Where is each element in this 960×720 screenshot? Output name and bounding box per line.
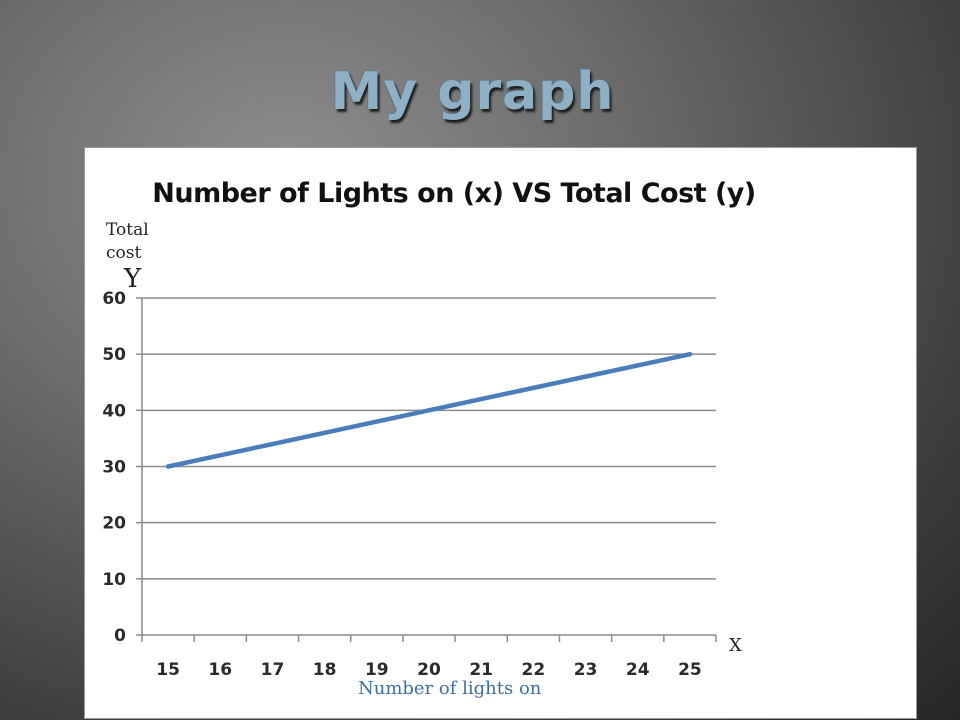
x-tick-label: 16 (208, 660, 232, 680)
grid-lines (142, 297, 716, 580)
x-tick-label: 20 (417, 660, 441, 680)
data-point (478, 396, 484, 402)
chart-panel (84, 147, 917, 719)
x-tick-label: 18 (313, 660, 337, 680)
data-point (374, 419, 380, 424)
data-point (218, 453, 223, 458)
x-tick-label: 21 (469, 660, 493, 680)
data-point (270, 441, 275, 447)
slide-title: My graph (330, 62, 615, 122)
y-tick-label: 40 (102, 401, 126, 421)
x-tick-label: 23 (574, 660, 598, 680)
data-point (322, 430, 327, 435)
y-tick-label: 50 (102, 345, 126, 365)
data-point (687, 351, 693, 357)
y-tick-label: 30 (102, 458, 126, 478)
series-layer (165, 351, 693, 469)
data-point (165, 464, 171, 469)
x-tick-label: 15 (156, 660, 180, 680)
x-tick-label: 22 (522, 660, 546, 680)
x-tick-label: 25 (678, 660, 702, 680)
x-tick-label: 19 (365, 660, 389, 680)
y-tick-label: 60 (102, 289, 126, 309)
x-tick-label: 17 (261, 660, 285, 680)
chart-title: Number of Lights on (x) VS Total Cost (y… (152, 178, 756, 209)
y-axis-letter: Y (124, 264, 142, 294)
data-point (426, 408, 432, 413)
x-axis-letter: X (729, 635, 742, 656)
x-axis-caption: Number of lights on (358, 678, 542, 699)
y-tick-label: 20 (102, 514, 126, 534)
data-point (531, 385, 536, 391)
x-tick-label: 24 (626, 660, 650, 680)
y-axis-caption: Total cost (106, 220, 149, 263)
y-tick-label: 0 (114, 626, 126, 646)
data-point (635, 363, 640, 368)
axes (136, 297, 717, 642)
data-point (583, 374, 588, 379)
y-tick-label: 10 (102, 570, 126, 590)
tick-labels: 0 10 20 30 40 50 60 15 16 17 18 19 20 21 22 23 24 25 (102, 289, 701, 680)
